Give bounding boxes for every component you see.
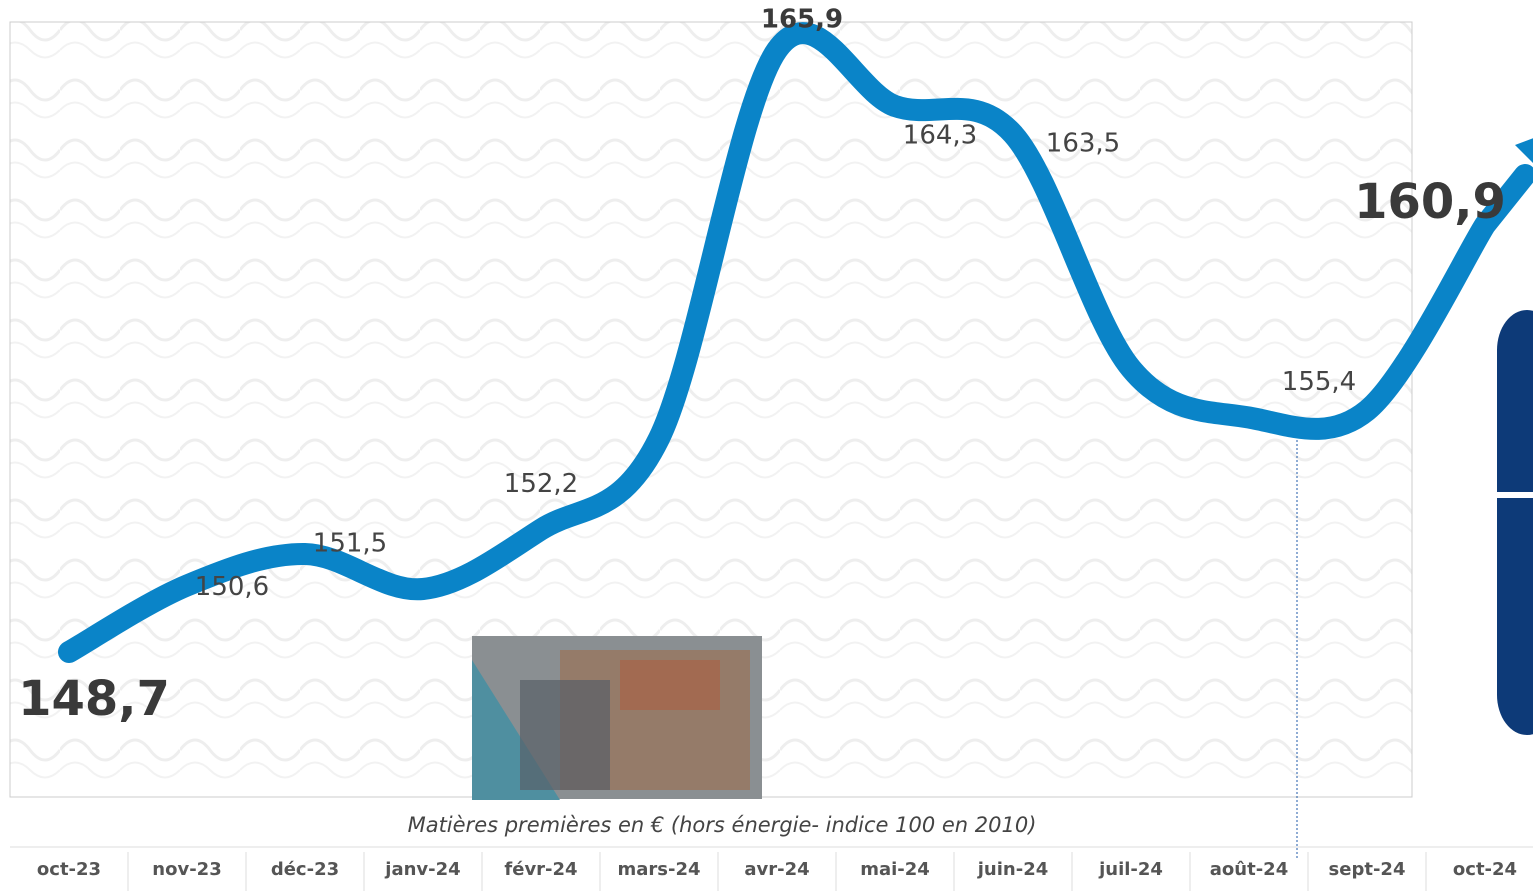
x-tick-label: déc-23 [271,859,339,880]
photo [472,636,762,800]
data-label: 165,9 [761,5,843,35]
x-tick-label: oct-23 [37,859,101,880]
x-tick-label: mai-24 [860,859,930,880]
data-label: 151,5 [313,529,387,559]
side-panel [1497,310,1533,735]
data-label: 155,4 [1282,367,1356,397]
x-tick-label: févr-24 [504,859,577,880]
subtitle: Matières premières en € (hors énergie- i… [408,813,1037,837]
data-label: 160,9 [1354,174,1506,230]
data-label: 164,3 [903,121,977,151]
data-label: 163,5 [1046,129,1120,159]
x-tick-label: mars-24 [617,859,700,880]
x-tick-label: avr-24 [744,859,809,880]
x-tick-label: juin-24 [977,859,1049,880]
x-tick-label: sept-24 [1329,859,1406,880]
x-tick-label: oct-24 [1453,859,1517,880]
x-tick-label: juil-24 [1098,859,1163,880]
x-tick-label: janv-24 [384,859,460,880]
data-label: 148,7 [18,671,170,727]
data-label: 152,2 [504,469,578,499]
series-line [58,22,1533,663]
x-tick-label: août-24 [1210,859,1288,880]
arrow-head [1515,138,1533,163]
data-label: 150,6 [195,572,269,602]
x-tick-label: nov-23 [152,859,221,880]
